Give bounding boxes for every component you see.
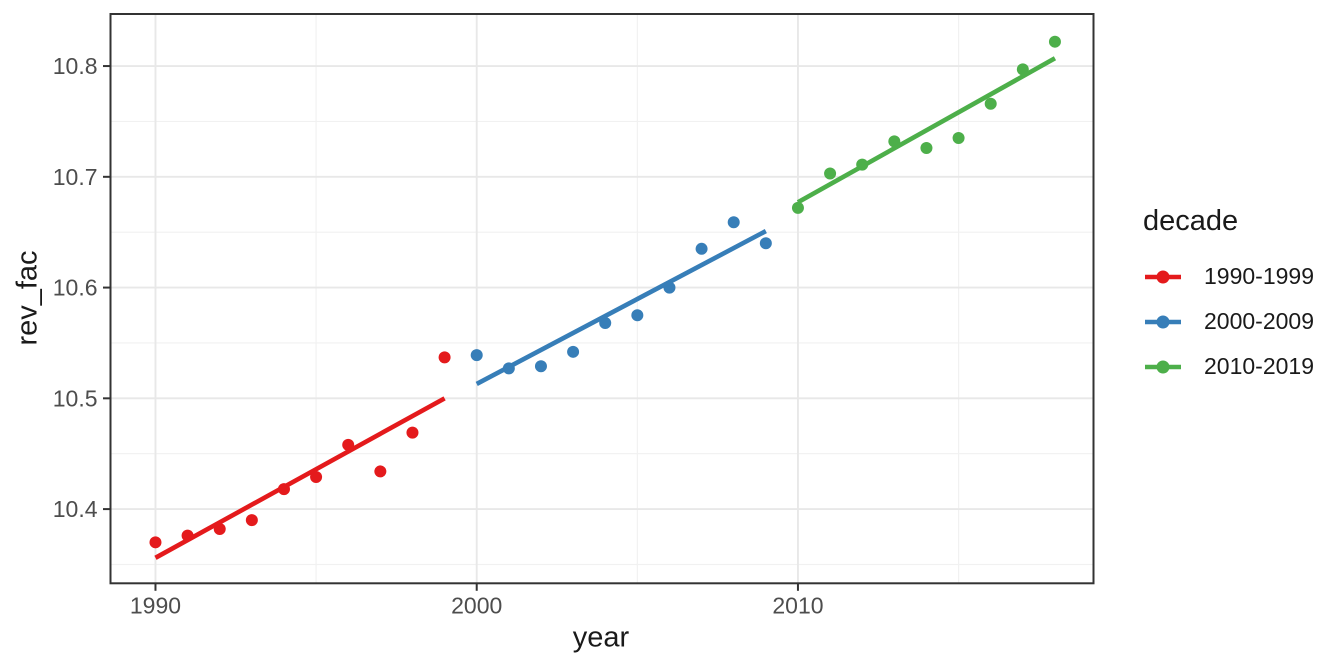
legend-key-line-dot-icon bbox=[1145, 360, 1181, 373]
panel-background bbox=[110, 14, 1094, 584]
legend-item-1990-1999: 1990-1999 bbox=[1143, 254, 1314, 299]
data-point-2000-2009 bbox=[631, 309, 644, 322]
legend-key-line-dot-icon bbox=[1145, 315, 1181, 328]
data-point-1990-1999 bbox=[245, 514, 258, 527]
legend-items: 1990-1999 2000-2009 2010-2019 bbox=[1143, 254, 1314, 389]
data-point-2000-2009 bbox=[470, 349, 483, 362]
data-point-2010-2019 bbox=[920, 142, 933, 155]
panel-border bbox=[109, 13, 1095, 585]
legend-item-2010-2019: 2010-2019 bbox=[1143, 344, 1314, 389]
legend-key-dot bbox=[1156, 315, 1170, 328]
data-point-1990-1999 bbox=[149, 536, 162, 549]
y-tick-label: 10.8 bbox=[53, 53, 98, 79]
data-point-2000-2009 bbox=[534, 360, 547, 373]
legend-key-line-dot-icon bbox=[1145, 270, 1181, 283]
trend-line-2010-2019 bbox=[796, 56, 1057, 205]
legend-item-label: 2010-2019 bbox=[1204, 353, 1314, 379]
data-point-2010-2019 bbox=[791, 201, 804, 214]
y-tick-label: 10.4 bbox=[53, 496, 98, 522]
y-tick-label: 10.6 bbox=[53, 275, 98, 301]
legend-key-dot bbox=[1156, 270, 1170, 283]
data-point-1990-1999 bbox=[438, 351, 451, 364]
y-tick-label: 10.5 bbox=[53, 385, 98, 411]
data-point-2000-2009 bbox=[695, 242, 708, 255]
data-point-1990-1999 bbox=[406, 426, 419, 439]
data-point-2000-2009 bbox=[727, 216, 740, 229]
data-point-1990-1999 bbox=[374, 465, 387, 478]
legend-key-dot bbox=[1156, 360, 1170, 373]
trend-line-1990-1999 bbox=[154, 396, 446, 560]
trend-line-2000-2009 bbox=[475, 229, 767, 386]
data-point-1990-1999 bbox=[310, 470, 323, 483]
y-tick-label: 10.7 bbox=[53, 164, 98, 190]
legend: decade 1990-1999 2000-2009 2010-2019 bbox=[1143, 204, 1314, 389]
data-point-2000-2009 bbox=[759, 237, 772, 250]
legend-item-label: 2000-2009 bbox=[1204, 308, 1314, 334]
legend-title: decade bbox=[1143, 205, 1239, 237]
x-tick-label: 2000 bbox=[451, 592, 502, 618]
data-point-2010-2019 bbox=[952, 132, 965, 145]
data-point-2010-2019 bbox=[824, 167, 837, 180]
x-tick-label: 1990 bbox=[130, 592, 181, 618]
data-point-2010-2019 bbox=[984, 97, 997, 110]
data-point-2000-2009 bbox=[567, 345, 580, 358]
y-axis-title: rev_fac bbox=[11, 250, 44, 346]
legend-item-label: 1990-1999 bbox=[1204, 263, 1314, 289]
legend-item-2000-2009: 2000-2009 bbox=[1143, 299, 1314, 344]
x-axis-title: year bbox=[572, 621, 630, 654]
data-point-2010-2019 bbox=[1048, 35, 1061, 48]
x-tick-label: 2010 bbox=[772, 592, 823, 618]
